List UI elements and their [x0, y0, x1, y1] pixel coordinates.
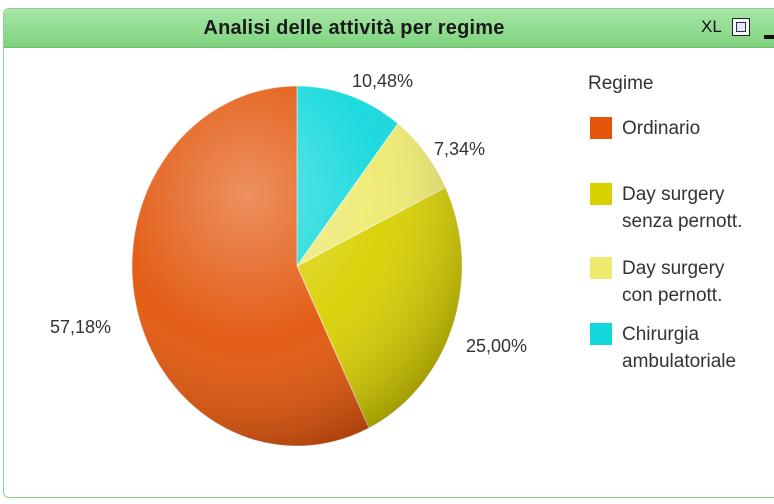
- legend-label[interactable]: Day surgery: [622, 258, 725, 279]
- chart-title: Analisi delle attività per regime: [203, 17, 505, 39]
- legend-label[interactable]: Day surgery: [622, 184, 725, 205]
- legend-swatch: [590, 117, 612, 139]
- legend-swatch: [590, 183, 612, 205]
- legend-label[interactable]: Chirurgia: [622, 324, 700, 345]
- legend-title: Regime: [588, 73, 653, 94]
- export-icon[interactable]: [732, 18, 750, 36]
- slice-value-label: 10,48%: [352, 71, 413, 91]
- slice-value-label: 25,00%: [466, 336, 527, 356]
- legend-swatch: [590, 323, 612, 345]
- legend-label[interactable]: con pernott.: [622, 285, 722, 306]
- pie-slices: [131, 85, 463, 447]
- legend: Ordinario Day surgery senza pernott. Day su…: [590, 117, 742, 372]
- legend-label[interactable]: ambulatoriale: [622, 351, 736, 372]
- slice-value-label: 7,34%: [434, 139, 485, 159]
- legend-label[interactable]: Ordinario: [622, 118, 700, 139]
- pie-value-labels: 10,48% 7,34% 25,00% 57,18%: [50, 71, 527, 356]
- slice-value-label: 57,18%: [50, 317, 111, 337]
- minimize-icon[interactable]: [764, 35, 774, 39]
- xl-export-button[interactable]: XL: [701, 17, 722, 36]
- panel-titlebar: Analisi delle attività per regime XL: [4, 9, 774, 48]
- legend-swatch: [590, 257, 612, 279]
- legend-label[interactable]: senza pernott.: [622, 211, 742, 232]
